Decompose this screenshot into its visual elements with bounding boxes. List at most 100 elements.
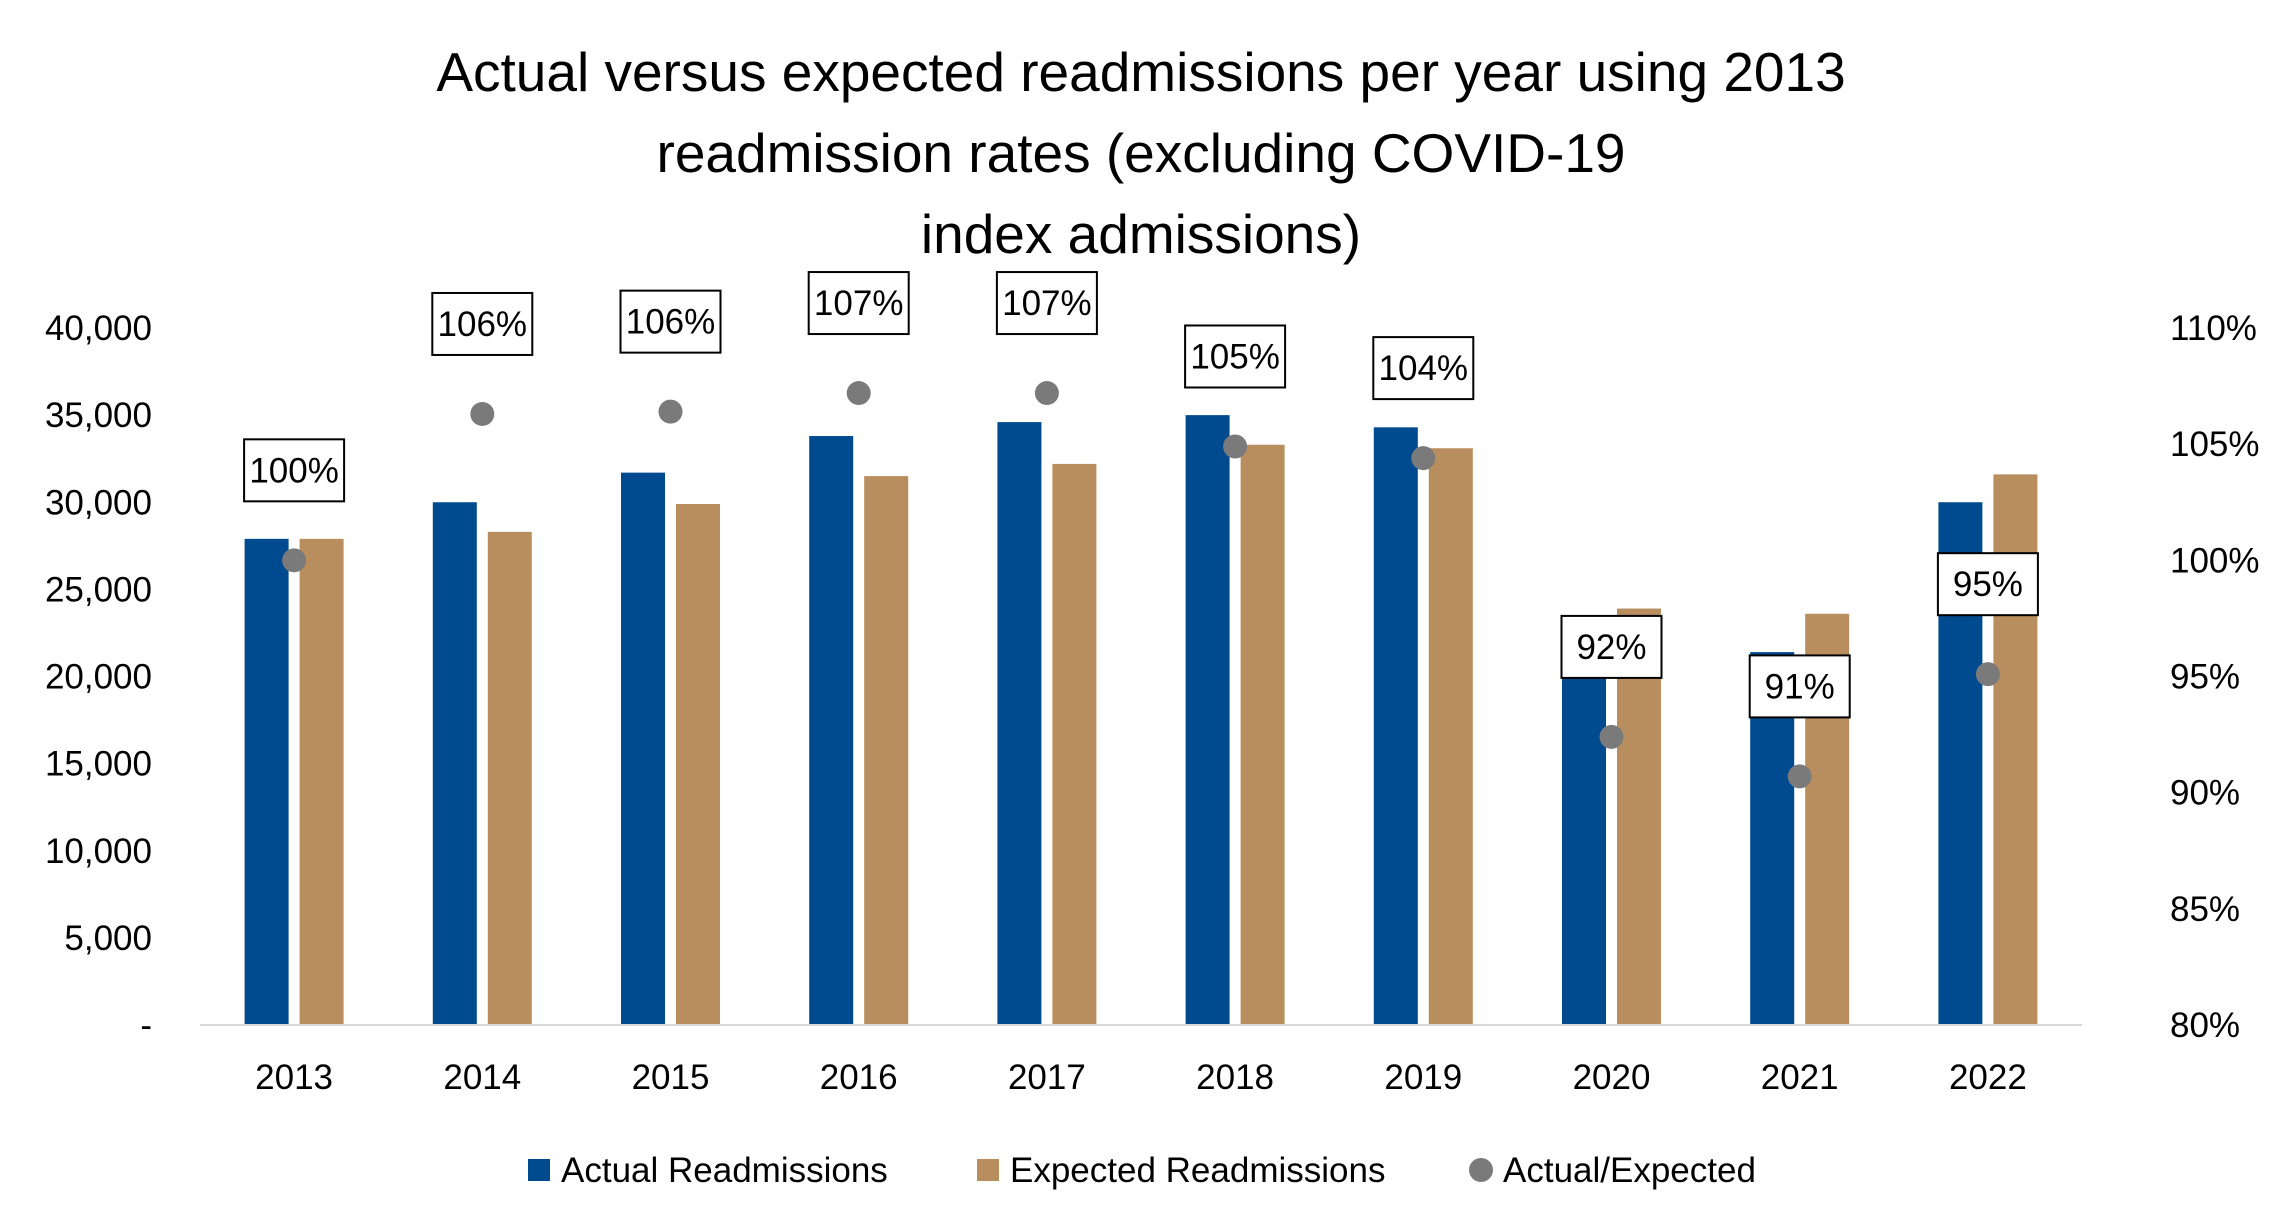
data-label-text: 105%	[1190, 337, 1280, 376]
actual-expected-point	[1975, 662, 2000, 687]
chart-title-line-2: readmission rates (excluding COVID-19	[657, 122, 1626, 184]
chart-title-line-3: index admissions)	[921, 203, 1361, 265]
expected-readmissions-bar	[1052, 463, 1097, 1025]
actual-expected-point	[1223, 434, 1248, 459]
actual-expected-data-label: 107%	[807, 271, 910, 336]
data-label-box	[1748, 654, 1851, 719]
x-tick-label: 2022	[1949, 1058, 2027, 1097]
y-left-tick-label: 40,000	[45, 309, 152, 348]
data-label-text: 106%	[626, 303, 716, 342]
y-left-tick-label: 20,000	[45, 658, 152, 697]
legend-actual-readmissions: Actual Readmissions	[528, 1151, 888, 1190]
actual-readmissions-bar	[1185, 415, 1230, 1025]
data-label-text: 100%	[249, 451, 339, 490]
expected-readmissions-bar	[299, 538, 344, 1025]
x-tick-label: 2013	[255, 1058, 333, 1097]
y-left-tick-label: 30,000	[45, 483, 152, 522]
y-axis-right: 80% 85% 90% 95% 100% 105% 110%	[2170, 309, 2260, 1045]
actual-readmissions-bar	[809, 436, 854, 1025]
y-left-tick-label: 25,000	[45, 570, 152, 609]
actual-expected-point	[658, 399, 683, 424]
expected-readmissions-bar	[1428, 448, 1473, 1025]
actual-expected-data-label: 106%	[619, 289, 722, 354]
data-label-text: 92%	[1576, 628, 1646, 667]
actual-expected-data-label: 104%	[1372, 336, 1475, 401]
legend-label: Actual Readmissions	[561, 1151, 888, 1190]
expected-readmissions-bar	[676, 503, 720, 1025]
data-label-text: 106%	[438, 305, 528, 344]
points-layer: 100% 106% 106% 107% 107% 105% 104% 92% 91% 95%	[243, 271, 2039, 789]
legend-swatch	[977, 1159, 999, 1181]
data-label-box	[1936, 552, 2039, 617]
data-label-box	[619, 289, 722, 354]
chart-title-line-1: Actual versus expected readmissions per …	[436, 41, 1845, 103]
actual-expected-data-label: 91%	[1748, 654, 1851, 719]
actual-readmissions-bar	[621, 472, 665, 1025]
plot-area: 100% 106% 106% 107% 107% 105% 104% 92% 91% 95%	[200, 271, 2082, 1026]
expected-readmissions-bar	[864, 476, 909, 1025]
data-label-box	[1372, 336, 1475, 401]
actual-expected-data-label: 106%	[431, 291, 534, 356]
x-tick-label: 2020	[1573, 1058, 1651, 1097]
y-right-tick-label: 85%	[2170, 890, 2240, 929]
x-tick-label: 2017	[1008, 1058, 1086, 1097]
chart-title: Actual versus expected readmissions per …	[436, 41, 1845, 265]
expected-readmissions-bar	[1240, 444, 1285, 1025]
actual-expected-data-label: 100%	[243, 438, 346, 503]
data-label-box	[807, 271, 910, 336]
data-label-text: 107%	[814, 284, 904, 323]
actual-readmissions-bar	[997, 422, 1042, 1026]
actual-expected-point	[1599, 724, 1624, 749]
data-label-box	[1184, 324, 1287, 389]
y-right-tick-label: 105%	[2170, 425, 2260, 464]
actual-readmissions-bar	[1562, 641, 1606, 1025]
data-label-text: 95%	[1953, 565, 2023, 604]
y-right-tick-label: 110%	[2170, 309, 2257, 348]
data-label-box	[431, 291, 534, 356]
data-label-text: 104%	[1379, 349, 1469, 388]
actual-expected-data-label: 95%	[1936, 552, 2039, 617]
data-label-text: 107%	[1002, 284, 1092, 323]
y-right-tick-label: 100%	[2170, 541, 2260, 580]
x-tick-label: 2014	[443, 1058, 521, 1097]
actual-expected-point	[1034, 381, 1059, 406]
actual-readmissions-bar	[432, 502, 477, 1025]
actual-expected-data-label: 92%	[1560, 614, 1663, 679]
legend-label: Actual/Expected	[1503, 1151, 1756, 1190]
actual-expected-point	[282, 548, 307, 573]
y-right-tick-label: 95%	[2170, 658, 2240, 697]
y-left-tick-label: -	[140, 1006, 152, 1045]
expected-readmissions-bar	[487, 531, 532, 1025]
actual-readmissions-bar	[1373, 427, 1418, 1025]
data-label-box	[243, 438, 346, 503]
legend-expected-readmissions: Expected Readmissions	[977, 1151, 1385, 1190]
y-right-tick-label: 80%	[2170, 1006, 2240, 1045]
y-left-tick-label: 5,000	[64, 919, 152, 958]
legend-swatch	[528, 1159, 550, 1181]
legend-swatch	[1469, 1158, 1493, 1182]
actual-expected-point	[846, 381, 871, 406]
y-axis-left: - 5,000 10,000 15,000 20,000 25,000 30,000 35,0…	[45, 309, 152, 1045]
actual-readmissions-bar	[244, 538, 289, 1025]
x-tick-label: 2015	[632, 1058, 710, 1097]
y-left-tick-label: 35,000	[45, 396, 152, 435]
x-tick-label: 2019	[1384, 1058, 1462, 1097]
y-left-tick-label: 15,000	[45, 745, 152, 784]
actual-expected-point	[1787, 764, 1812, 789]
data-label-box	[995, 271, 1098, 336]
y-right-tick-label: 90%	[2170, 774, 2240, 813]
x-tick-label: 2021	[1761, 1058, 1839, 1097]
legend-actual-expected: Actual/Expected	[1469, 1151, 1756, 1190]
y-left-tick-label: 10,000	[45, 832, 152, 871]
bars-layer	[244, 415, 2038, 1026]
legend-label: Expected Readmissions	[1010, 1151, 1385, 1190]
data-label-text: 91%	[1765, 667, 1835, 706]
actual-expected-data-label: 107%	[995, 271, 1098, 336]
legend: Actual Readmissions Expected Readmissions…	[528, 1151, 1756, 1190]
actual-expected-point	[1411, 446, 1436, 471]
x-tick-label: 2018	[1196, 1058, 1274, 1097]
data-label-box	[1560, 614, 1663, 679]
actual-expected-point	[470, 401, 495, 426]
x-tick-label: 2016	[820, 1058, 898, 1097]
